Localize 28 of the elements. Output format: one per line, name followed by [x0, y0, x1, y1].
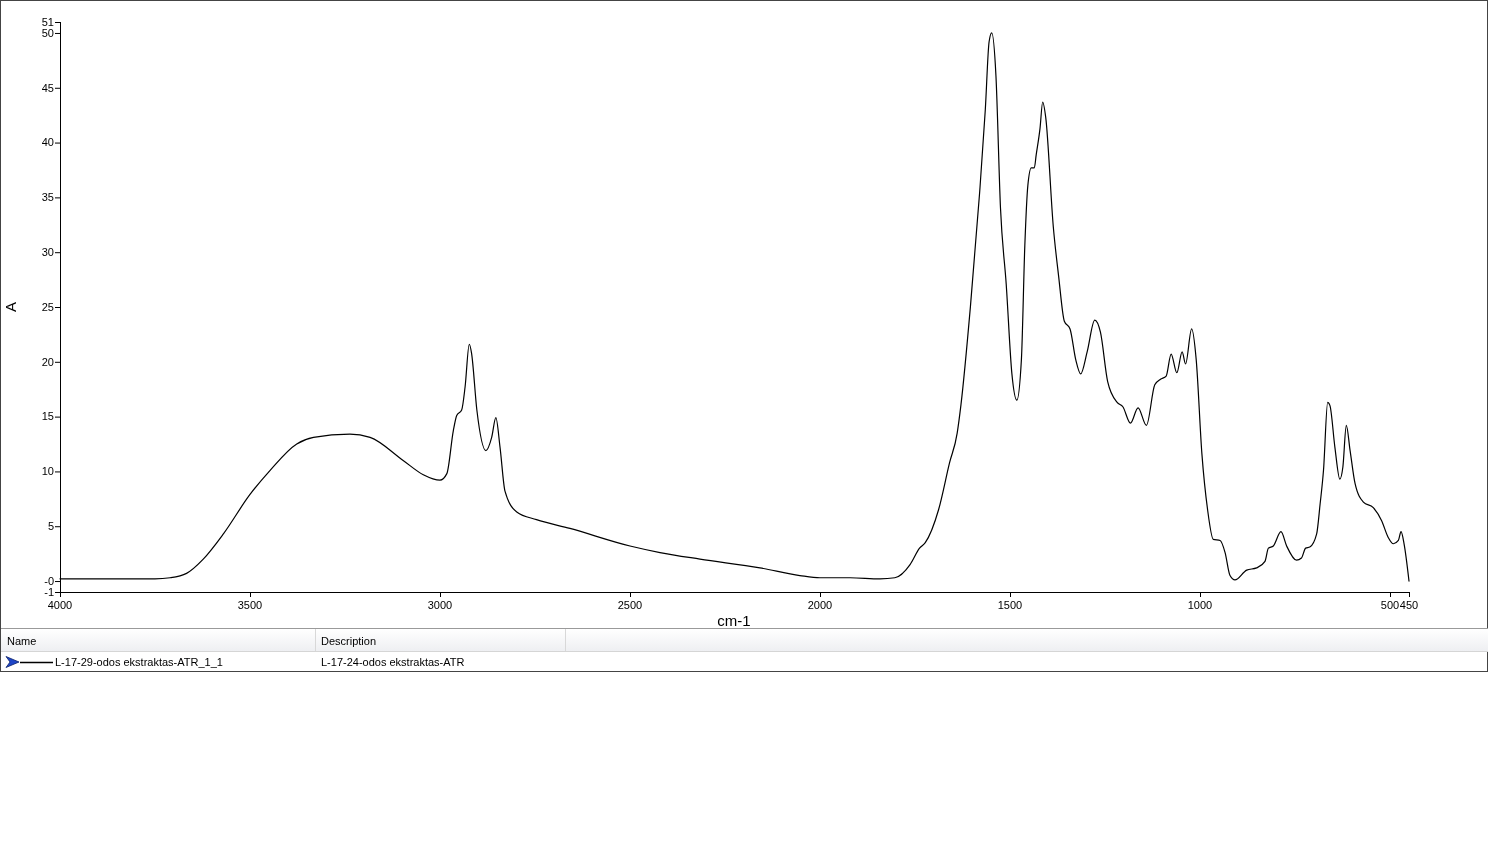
y-axis-title: A [2, 301, 19, 313]
y-tick-label: -1 [44, 585, 54, 598]
y-tick-label: 51 [41, 15, 54, 28]
x-axis-title: cm-1 [717, 612, 751, 629]
x-tick-label: 1500 [997, 599, 1023, 611]
y-tick-label: 45 [41, 81, 54, 94]
y-tick-label: 5 [47, 520, 54, 533]
x-tick-label: 3000 [427, 599, 453, 611]
text: Description [321, 635, 377, 647]
y-tick-label: 40 [41, 136, 54, 149]
legend-label: L-17-29-odos ekstraktas-ATR_1_1 [55, 656, 223, 668]
x-tick-label: 4000 [47, 599, 73, 611]
y-tick-label: 10 [41, 465, 54, 478]
y-tick-label: 50 [41, 26, 54, 39]
x-tick-label: 500 [1380, 599, 1400, 611]
y-tick-label: 20 [41, 355, 54, 368]
y-tick-label: 30 [41, 246, 54, 259]
y-tick-label: 25 [41, 300, 54, 313]
y-tick-label: 35 [41, 191, 54, 204]
x-tick-label: 2500 [617, 599, 643, 611]
x-tick-label: 450 [1399, 599, 1419, 611]
x-tick-label: 2000 [807, 599, 833, 611]
text: L-17-24-odos ekstraktas-ATR [321, 656, 465, 668]
x-tick-label: 3500 [237, 599, 263, 611]
y-tick-label: 15 [41, 410, 54, 423]
x-tick-label: 1000 [1187, 599, 1213, 611]
y-tick-label: -0 [44, 574, 54, 587]
text: Name [7, 635, 37, 647]
